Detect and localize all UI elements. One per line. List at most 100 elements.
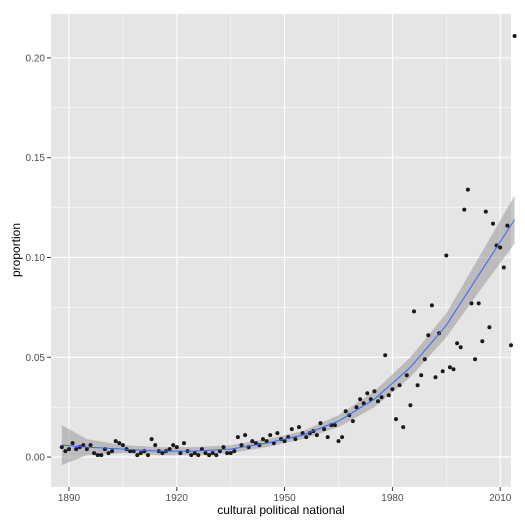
data-point [469,301,474,306]
data-point [92,451,97,456]
x-tick-label: 2010 [489,493,512,504]
data-point [235,435,240,440]
data-points [59,34,517,458]
data-point [174,445,179,450]
data-point [501,265,506,270]
data-point [253,441,258,446]
data-point [361,401,366,406]
data-point [512,34,517,38]
data-point [455,341,460,346]
data-point [397,383,402,388]
y-axis-title: proportion [9,223,23,277]
data-point [372,389,377,394]
data-point [314,433,319,438]
data-point [106,451,111,456]
smooth-line [61,219,516,452]
data-point [458,345,463,350]
data-point [70,441,75,446]
data-point [250,439,255,444]
data-point [365,391,370,396]
data-point [210,451,215,456]
x-axis-title: cultural political national [217,503,344,517]
minor-gridlines [51,14,511,487]
data-point [196,453,201,458]
data-point [189,453,194,458]
data-point [440,369,445,374]
y-tick-label: 0.10 [26,253,46,264]
x-tick-label: 1950 [273,493,296,504]
data-point [178,451,183,456]
data-point [297,425,301,430]
data-point [239,443,244,448]
data-point [59,445,64,450]
data-point [167,447,172,452]
data-point [480,339,485,344]
data-point [408,403,413,408]
data-point [243,433,248,438]
data-point [221,445,226,450]
data-point [99,453,104,458]
data-point [415,383,420,388]
data-point [120,443,125,448]
data-point [153,443,158,448]
data-point [325,435,330,440]
x-axis-ticks: 1890 1920 1950 1980 2010 [58,487,512,504]
data-point [465,187,470,192]
data-point [67,447,71,452]
data-point [386,393,391,398]
data-point [379,395,384,400]
x-tick-label: 1980 [381,493,404,504]
data-point [192,451,197,456]
plot-panel [51,14,511,487]
data-point [300,431,305,436]
data-point [113,439,118,444]
data-point [476,301,481,306]
data-point [199,447,204,452]
data-point [146,453,150,458]
data-point [343,409,348,414]
data-point [207,453,212,458]
y-tick-label: 0.15 [26,153,46,164]
data-point [81,443,86,448]
y-tick-label: 0.05 [26,353,46,364]
data-point [336,439,341,444]
data-point [95,453,100,458]
data-point [74,447,79,452]
data-point [84,447,89,452]
data-point [358,397,363,402]
data-point [419,373,424,378]
data-point [422,357,427,362]
data-point [149,437,154,442]
data-point [401,425,406,430]
data-point [390,387,395,392]
data-point [135,453,140,458]
data-point [88,443,93,448]
data-point [225,451,230,456]
data-point [354,405,359,410]
data-point [505,223,510,228]
data-point [63,449,68,454]
data-point [282,439,287,444]
data-point [289,427,294,432]
data-point [268,433,273,438]
data-point [275,431,280,436]
x-tick-label: 1920 [166,493,189,504]
data-point [232,449,237,454]
data-point [368,397,373,402]
data-point [462,207,467,212]
data-point [483,209,488,214]
data-point [376,399,380,404]
data-point [304,435,309,440]
data-point [444,253,449,258]
data-point [293,437,298,442]
data-point [412,309,416,314]
data-point [182,441,186,446]
data-point [433,375,438,380]
data-point [394,417,398,422]
data-point [142,449,147,454]
data-point [214,453,219,458]
data-point [473,357,478,362]
data-point [318,421,323,426]
data-point [322,427,327,432]
